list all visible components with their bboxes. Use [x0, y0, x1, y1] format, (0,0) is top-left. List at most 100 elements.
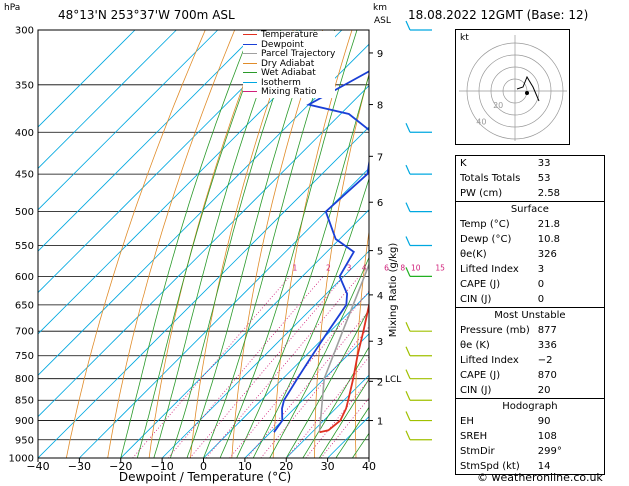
wind-barb-flag [405, 267, 411, 277]
pressure-tick-label: 450 [15, 170, 34, 181]
legend-swatch [243, 34, 257, 35]
x-tick-label: −30 [68, 460, 91, 473]
isotherm-line [38, 30, 260, 252]
mixing-ratio-label: 10 [411, 263, 421, 272]
mixing-ratio-label: 6 [384, 263, 389, 272]
pressure-tick-label: 850 [15, 396, 34, 407]
asl-unit-label: ASL [374, 16, 391, 26]
x-tick-label: −20 [109, 460, 132, 473]
wet-adiabat-line [252, 177, 369, 458]
pressure-tick-label: 400 [15, 128, 34, 139]
surface-lifted-index-label: Lifted Index [460, 264, 519, 275]
mu-theta-label: θe (K) [460, 340, 490, 351]
pressure-tick-label: 500 [15, 207, 34, 218]
dry-adiabat-line [231, 30, 324, 458]
wind-barb-flag [405, 164, 411, 175]
totals-totals-value: 53 [537, 173, 551, 184]
lcl-label: LCL [385, 375, 401, 385]
legend-item: Dewpoint [243, 40, 335, 51]
legend-label: Dry Adiabat [261, 58, 315, 69]
isotherm-line [244, 333, 369, 458]
isotherm-line [79, 167, 369, 458]
x-tick-label: 0 [200, 460, 207, 473]
mixing-ratio-label: 8 [400, 263, 405, 272]
legend-item: Parcel Trajectory [243, 49, 335, 60]
pressure-tick-label: 350 [15, 80, 34, 91]
legend-item: Mixing Ratio [243, 87, 335, 98]
dewpoint-line [273, 70, 369, 433]
pressure-tick-label: 1000 [9, 454, 34, 465]
surface-temp-value: 21.8 [537, 219, 561, 230]
pressure-tick-label: 950 [15, 435, 34, 446]
wet-adiabat-line [285, 307, 369, 458]
km-tick-label: 9 [377, 49, 383, 60]
x-tick-label: −40 [26, 460, 49, 473]
x-tick-label: −10 [151, 460, 174, 473]
indices-table: K 33 Totals Totals 53 PW (cm) 2.58 Surface … [455, 155, 605, 475]
mixing-ratio-label: 15 [435, 263, 445, 272]
eh-value: 90 [537, 416, 551, 427]
mixing-ratio-line [260, 326, 369, 458]
surface-cape-label: CAPE (J) [460, 279, 501, 290]
km-tick-label: 7 [377, 152, 383, 163]
pressure-tick-label: 750 [15, 351, 34, 362]
mu-lifted-index-label: Lifted Index [460, 355, 519, 366]
legend-item: Dry Adiabat [243, 58, 335, 70]
mixing-ratio-line [320, 397, 369, 458]
hodograph-unit-label: kt [460, 33, 469, 43]
mu-lifted-index-value: −2 [537, 355, 553, 366]
wet-adiabat-line [120, 30, 252, 458]
legend-item: Isotherm [243, 77, 335, 89]
wet-adiabat-line [318, 378, 369, 458]
pressure-tick-label: 300 [15, 26, 34, 37]
storm-speed-label: StmSpd (kt) [460, 461, 520, 472]
wind-barb-flag [405, 202, 411, 212]
mu-pressure-value: 877 [537, 325, 557, 336]
isotherm-line [410, 30, 450, 458]
legend-swatch [243, 43, 257, 45]
surface-cin-label: CIN (J) [460, 294, 492, 305]
storm-speed-value: 14 [537, 461, 551, 472]
storm-direction-label: StmDir [460, 446, 495, 457]
hodograph-trace [516, 75, 540, 102]
pw-value: 2.58 [537, 188, 561, 199]
pressure-tick-label: 650 [15, 300, 34, 311]
legend-label: Isotherm [261, 77, 301, 88]
wet-adiabat-line [186, 30, 316, 458]
wet-adiabat-line [170, 30, 298, 458]
isotherm-line [38, 30, 177, 169]
km-tick-label: 5 [377, 247, 383, 258]
surface-cin-value: 0 [537, 294, 545, 305]
mixing-ratio-label: 3 [347, 263, 352, 272]
datetime-label: 18.08.2022 12GMT (Base: 12) [408, 8, 589, 22]
isotherm-line [38, 30, 343, 335]
km-tick-label: 8 [377, 101, 383, 112]
legend-label: Wet Adiabat [261, 68, 316, 78]
storm-direction-value: 299° [537, 446, 562, 457]
wet-adiabat-line [302, 346, 369, 458]
legend-label: Temperature [261, 30, 319, 40]
dry-adiabat-line [148, 30, 265, 458]
mixing-ratio-label: 2 [326, 263, 331, 272]
surface-theta-value: 326 [537, 249, 557, 260]
mixing-ratio-label: 4 [362, 263, 367, 272]
mixing-ratio-label: 1 [293, 263, 298, 272]
wind-barb-flag [405, 346, 411, 356]
wind-barb-flag [405, 20, 411, 31]
surface-cape-value: 0 [537, 279, 545, 290]
sreh-label: SREH [460, 431, 488, 442]
dry-adiabat-line [395, 30, 440, 458]
isotherm-line [38, 30, 219, 211]
profiles [273, 70, 369, 434]
km-tick-label: 3 [377, 337, 383, 348]
sreh-value: 108 [537, 431, 557, 442]
wind-barbs [405, 20, 432, 441]
legend-swatch [243, 72, 257, 73]
location-label: 48°13'N 253°37'W 700m ASL [58, 8, 235, 22]
wind-barb-flag [405, 390, 411, 401]
mixing-ratio-labels: 12346810152025 [293, 263, 446, 272]
pressure-tick-label: 600 [15, 272, 34, 283]
wet-adiabat-line [153, 30, 282, 458]
axes: 3003504004505005506006507007508008509009… [9, 26, 402, 474]
isotherm-line [285, 374, 369, 458]
